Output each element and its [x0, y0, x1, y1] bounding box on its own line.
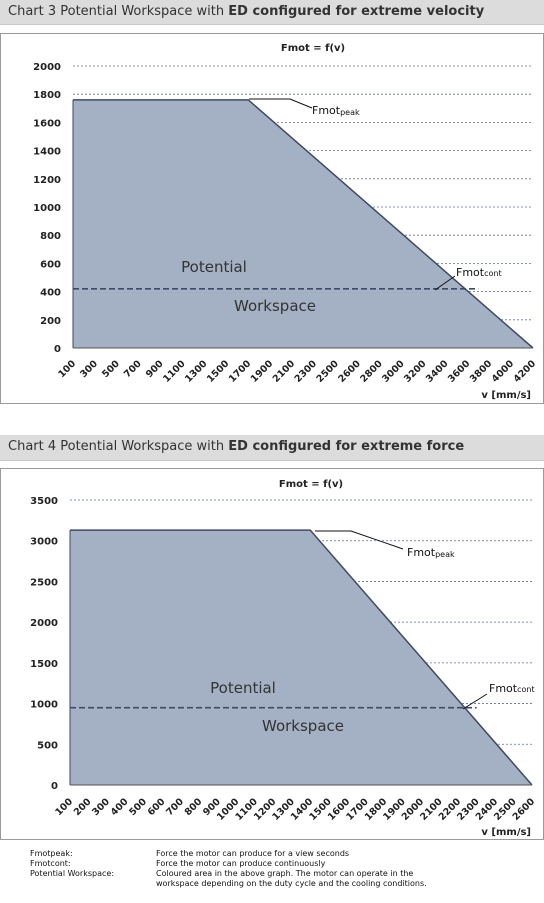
x-tick-label: 3800: [468, 358, 495, 385]
x-tick-label: 600: [146, 796, 168, 818]
peak-leader-line: [249, 99, 312, 108]
legend-cont-term: Fmotcont:: [30, 859, 71, 868]
x-tick-label: 1300: [183, 358, 210, 385]
x-tick-label: 3600: [446, 358, 473, 385]
x-tick-label: 100: [53, 796, 75, 818]
legend-peak-desc: Force the motor can produce for a view s…: [156, 849, 456, 859]
legend-row-peak: Fmotpeak: Force the motor can produce fo…: [30, 849, 530, 859]
y-tick-label: 0: [54, 344, 61, 355]
cont-annotation: Fmotcont: [489, 682, 535, 695]
x-tick-label: 1900: [249, 358, 276, 385]
y-tick-label: 600: [40, 259, 61, 270]
x-tick-label: 200: [72, 796, 94, 818]
y-tick-label: 800: [40, 231, 61, 242]
x-tick-label: 2800: [358, 358, 385, 385]
x-tick-label: 300: [78, 358, 100, 380]
chart4-header-title: Chart 4 Potential Workspace with ED conf…: [8, 439, 464, 454]
y-tick-label: 1600: [33, 118, 61, 129]
y-tick-label: 2000: [33, 62, 61, 73]
legend-row-cont: Fmotcont: Force the motor can produce co…: [30, 859, 530, 869]
x-tick-label: 100: [56, 358, 78, 380]
x-tick-label: 2600: [511, 796, 538, 823]
legend-ws-desc: Coloured area in the above graph. The mo…: [156, 869, 456, 889]
x-tick-label: 700: [122, 358, 144, 380]
workspace-area: [70, 530, 532, 785]
cont-annotation-sub: cont: [484, 269, 502, 278]
legend: Fmotpeak: Force the motor can produce fo…: [30, 849, 530, 889]
chart3-header-title: Chart 3 Potential Workspace with ED conf…: [8, 4, 484, 19]
x-tick-label: 300: [90, 796, 112, 818]
legend-peak-term: Fmotpeak:: [30, 849, 73, 858]
x-tick-label: 2300: [293, 358, 320, 385]
x-tick-label: 3400: [424, 358, 451, 385]
x-axis-label: v [mm/s]: [481, 390, 531, 401]
area-label-workspace: Workspace: [234, 297, 316, 315]
x-tick-label: 1500: [205, 358, 232, 385]
x-tick-label: 1100: [161, 358, 188, 385]
peak-annotation: Fmotpeak: [407, 546, 455, 559]
y-tick-label: 1800: [33, 90, 61, 101]
x-axis-label: v [mm/s]: [481, 827, 531, 838]
x-tick-label: 1700: [227, 358, 254, 385]
plot-title: Fmot = f(v): [279, 479, 343, 490]
y-tick-label: 0: [51, 781, 58, 792]
chart3-header: Chart 3 Potential Workspace with ED conf…: [0, 0, 544, 25]
peak-annotation: Fmotpeak: [312, 104, 360, 117]
y-tick-label: 500: [37, 740, 58, 751]
x-tick-label: 4200: [512, 358, 539, 385]
cont-leader-line: [463, 694, 487, 709]
x-tick-label: 2600: [336, 358, 363, 385]
x-tick-label: 400: [109, 796, 131, 818]
x-tick-label: 500: [127, 796, 149, 818]
chart4-frame: Fmot = f(v) 0 500 1000 1500 2000 2500 3000 3500 1…: [0, 468, 544, 840]
y-tick-label: 1500: [30, 659, 58, 670]
y-tick-label: 1400: [33, 147, 61, 158]
y-tick-label: 400: [40, 288, 61, 299]
cont-annotation-sub: cont: [517, 685, 535, 694]
cont-annotation: Fmotcont: [456, 266, 502, 279]
plot-title: Fmot = f(v): [281, 43, 345, 54]
y-tick-label: 2000: [30, 618, 58, 629]
area-label-potential: Potential: [181, 258, 247, 276]
y-tick-label: 1000: [30, 700, 58, 711]
y-tick-label: 3500: [30, 496, 58, 507]
x-tick-label: 4000: [490, 358, 517, 385]
x-tick-label: 800: [183, 796, 205, 818]
area-label-potential: Potential: [210, 679, 276, 697]
x-tick-label: 2100: [271, 358, 298, 385]
legend-row-workspace: Potential Workspace: Coloured area in th…: [30, 869, 530, 889]
chart4-svg: Fmot = f(v) 0 500 1000 1500 2000 2500 3000 3500 1…: [1, 469, 543, 839]
y-tick-label: 1200: [33, 175, 61, 186]
x-tick-label: 3200: [402, 358, 429, 385]
legend-ws-term: Potential Workspace:: [30, 869, 114, 878]
chart3-frame: Fmot = f(v) 0 200 400 600 800 1000 1200 1400 1600…: [0, 33, 544, 404]
x-tick-label: 3000: [380, 358, 407, 385]
y-tick-label: 200: [40, 316, 61, 327]
chart4-header: Chart 4 Potential Workspace with ED conf…: [0, 435, 544, 461]
peak-annotation-sub: peak: [340, 108, 360, 117]
x-tick-label: 500: [100, 358, 122, 380]
peak-annotation-sub: peak: [435, 550, 455, 559]
y-tick-label: 2500: [30, 577, 58, 588]
x-tick-label: 700: [164, 796, 186, 818]
y-tick-label: 3000: [30, 537, 58, 548]
y-tick-label: 1000: [33, 203, 61, 214]
peak-leader-line: [315, 531, 403, 549]
area-label-workspace: Workspace: [262, 717, 344, 735]
legend-cont-desc: Force the motor can produce continuously: [156, 859, 456, 869]
chart3-svg: Fmot = f(v) 0 200 400 600 800 1000 1200 1400 1600…: [1, 34, 543, 403]
x-tick-label: 2500: [314, 358, 341, 385]
